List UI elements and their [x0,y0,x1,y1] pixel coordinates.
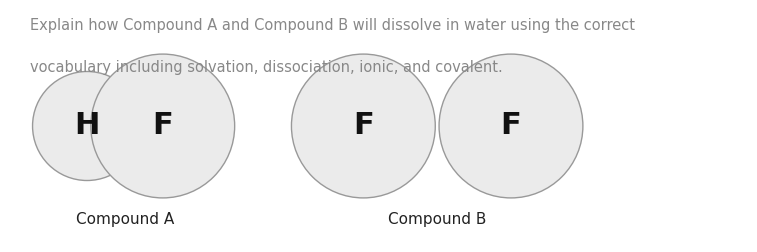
Text: F: F [353,111,374,141]
Text: Explain how Compound A and Compound B will dissolve in water using the correct: Explain how Compound A and Compound B wi… [30,18,635,33]
Circle shape [291,54,435,198]
Text: Compound A: Compound A [76,212,174,227]
Circle shape [439,54,583,198]
Text: Compound B: Compound B [388,212,487,227]
Text: F: F [500,111,522,141]
Circle shape [91,54,235,198]
Text: F: F [152,111,173,141]
Circle shape [33,72,142,180]
Text: H: H [74,111,100,141]
Text: vocabulary including solvation, dissociation, ionic, and covalent.: vocabulary including solvation, dissocia… [30,60,503,76]
